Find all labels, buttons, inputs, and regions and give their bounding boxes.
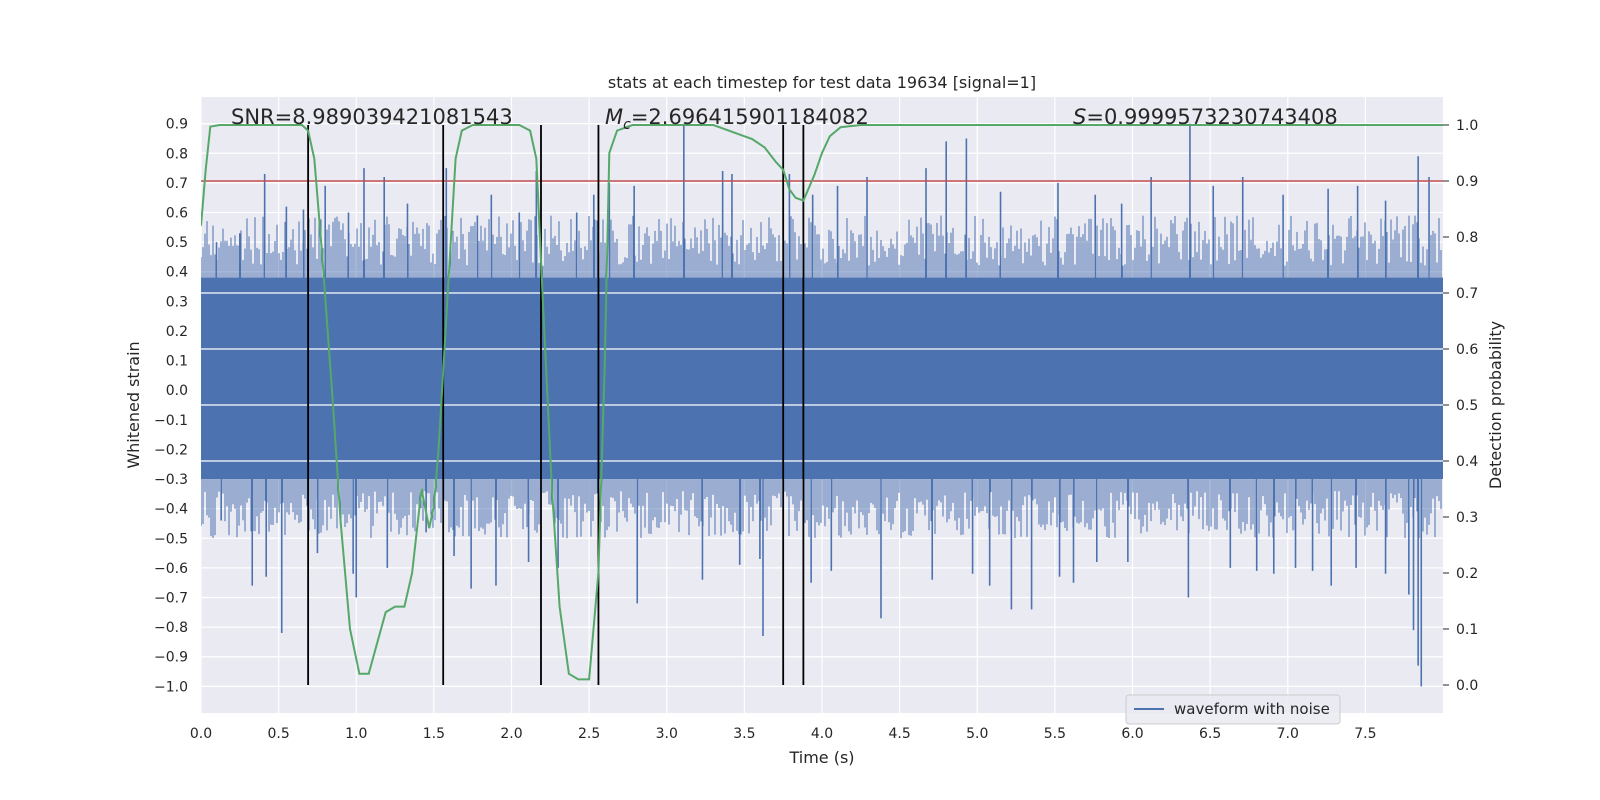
y2-tick-label: 0.3 (1456, 510, 1478, 526)
y-axis-label: Whitened strain (124, 341, 143, 468)
chart-title: stats at each timestep for test data 196… (608, 73, 1036, 92)
x-tick-label: 5.5 (1044, 726, 1066, 742)
x-tick-label: 3.0 (656, 726, 678, 742)
y-tick-label: 0.8 (166, 146, 188, 162)
s-symbol: S (1073, 105, 1086, 129)
event-markers (307, 125, 805, 685)
y-tick-label: 0.4 (166, 265, 188, 281)
x-tick-label: 4.5 (888, 726, 910, 742)
waveform-series (201, 123, 1443, 687)
y2-tick-label: 0.8 (1456, 230, 1478, 246)
y-tick-label: 0.6 (166, 206, 188, 222)
y-tick-label: −0.8 (154, 620, 188, 636)
chirp-mass-annotation: Mc=2.696415901184082 (605, 105, 869, 133)
y-tick-label: 0.1 (166, 354, 188, 370)
y-axis-ticks: 0.9 0.8 0.7 0.6 0.5 0.4 0.3 0.2 0.1 0.0 −0.1 −0.2 −0… (154, 117, 188, 696)
x-tick-label: 5.0 (966, 726, 988, 742)
y2-tick-label: 0.7 (1456, 286, 1478, 302)
probability-series (201, 124, 1443, 681)
y-tick-label: −0.9 (154, 650, 188, 666)
s-value: =0.9999573230743408 (1086, 105, 1337, 129)
y-tick-label: 0.3 (166, 294, 188, 310)
y-tick-label: −0.3 (154, 472, 188, 488)
y-tick-label: 0.7 (166, 176, 188, 192)
x-tick-label: 6.5 (1199, 726, 1221, 742)
y-tick-label: −1.0 (154, 679, 188, 695)
y-tick-label: −0.7 (154, 591, 188, 607)
chirp-mass-symbol: M (605, 105, 623, 129)
y-tick-label: 0.0 (166, 383, 188, 399)
legend-label: waveform with noise (1174, 700, 1330, 718)
y2-tick-label: 0.1 (1456, 622, 1478, 638)
x-axis-label: Time (s) (788, 748, 854, 767)
y2-tick-label: 0.4 (1456, 454, 1478, 470)
x-tick-label: 4.0 (811, 726, 833, 742)
y-tick-label: −0.6 (154, 561, 188, 577)
y-tick-label: −0.2 (154, 442, 188, 458)
snr-annotation: SNR=8.989039421081543 (231, 105, 513, 129)
y2-tick-label: 0.2 (1456, 566, 1478, 582)
y2-tick-label: 0.0 (1456, 678, 1478, 694)
y-tick-label: 0.9 (166, 117, 188, 133)
x-tick-label: 7.5 (1354, 726, 1376, 742)
x-tick-label: 3.5 (733, 726, 755, 742)
x-axis-ticks: 0.0 0.5 1.0 1.5 2.0 2.5 3.0 3.5 4.0 4.5 5.0 5.5 6.0 6… (190, 726, 1377, 742)
y2-tick-label: 1.0 (1456, 118, 1478, 134)
s-annotation: S=0.9999573230743408 (1073, 105, 1338, 129)
y2-tick-label: 0.6 (1456, 342, 1478, 358)
y2-axis-ticks: 1.0 0.9 0.8 0.7 0.6 0.5 0.4 0.3 0.2 0.1 0.0 (1443, 118, 1478, 694)
y2-axis-label: Detection probability (1486, 321, 1505, 489)
x-tick-label: 2.0 (500, 726, 522, 742)
y-tick-label: −0.4 (154, 502, 188, 518)
y2-tick-label: 0.5 (1456, 398, 1478, 414)
x-tick-label: 6.0 (1121, 726, 1143, 742)
waveform-noise-lines (201, 215, 1442, 539)
y-tick-label: 0.2 (166, 324, 188, 340)
y2-tick-label: 0.9 (1456, 174, 1478, 190)
x-tick-label: 2.5 (578, 726, 600, 742)
chirp-mass-value: =2.696415901184082 (631, 105, 869, 129)
probability-line (201, 124, 1443, 681)
x-tick-label: 1.0 (345, 726, 367, 742)
legend: waveform with noise (1125, 694, 1341, 725)
x-tick-label: 0.0 (190, 726, 212, 742)
chirp-mass-subscript: c (623, 117, 631, 133)
legend-box (1125, 694, 1341, 725)
x-tick-label: 0.5 (267, 726, 289, 742)
y-tick-label: 0.5 (166, 235, 188, 251)
y-tick-label: −0.5 (154, 531, 188, 547)
x-tick-label: 7.0 (1277, 726, 1299, 742)
x-tick-label: 1.5 (423, 726, 445, 742)
y-tick-label: −0.1 (154, 413, 188, 429)
